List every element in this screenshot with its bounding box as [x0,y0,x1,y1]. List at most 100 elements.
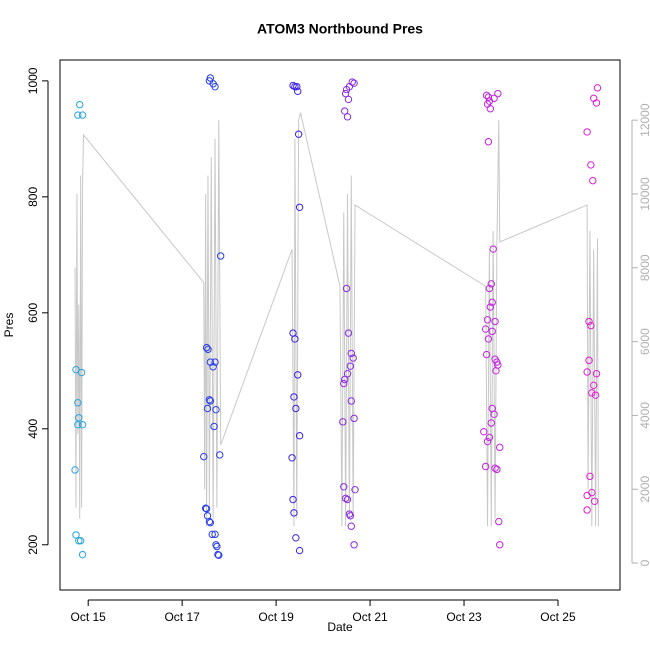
data-point [592,99,601,107]
data-point [76,537,85,545]
data-point [585,317,593,326]
data-point [583,368,591,376]
data-point [489,245,497,253]
data-point [587,161,595,169]
data-point [350,414,358,423]
data-point [343,370,352,378]
x-tick-label: Oct 23 [446,610,482,624]
data-point [495,517,503,526]
data-point [74,421,82,429]
x-axis-label: Date [327,620,353,634]
data-point [592,370,601,378]
data-point [588,389,596,397]
data-point [490,94,498,102]
y-tick-label: 200 [26,534,40,554]
data-point [340,107,349,115]
data-point [289,495,297,504]
data-point [203,404,212,413]
data-point [344,95,353,104]
data-point [343,113,352,121]
data-point [481,462,490,471]
data-point [294,130,303,138]
data-point [340,375,349,384]
data-point [483,437,492,446]
data-point [289,81,297,90]
data-point [295,546,304,555]
x-tick-label: Oct 19 [258,610,294,624]
data-point [74,399,82,407]
data-point [216,252,225,260]
data-point [341,494,350,503]
data-point [491,317,499,326]
data-point [494,89,502,98]
y-tick-label: 1000 [26,67,40,94]
data-point [484,93,493,101]
data-point [492,367,500,375]
plot-frame [59,59,621,591]
data-point [593,84,602,92]
data-point [583,128,591,136]
data-point [288,454,296,462]
data-point [482,350,491,359]
data-point [484,335,493,343]
y-tick-label: 400 [26,418,40,438]
data-point [483,316,492,324]
data-point [292,404,300,413]
data-point [205,517,214,526]
data-point [204,345,212,354]
data-point [213,542,221,551]
data-point [496,541,504,549]
y2-tick-label: 2000 [638,476,650,503]
data-point [211,358,219,366]
data-point [291,335,299,343]
data-point [202,343,211,352]
data-point [295,203,304,211]
y2-tick-label: 12000 [638,103,650,137]
data-point [76,100,84,109]
y-tick-label: 800 [26,187,40,207]
data-point [77,368,86,377]
data-point [200,452,208,461]
data-point [583,506,591,514]
data-point [211,82,219,91]
data-point [493,465,501,474]
data-point [490,410,498,418]
data-line [74,112,599,527]
data-point [488,298,496,307]
data-point [210,422,218,431]
data-point [591,391,600,399]
data-point [215,551,223,559]
data-point [487,419,495,427]
data-point [206,519,215,527]
data-point [209,363,217,371]
data-point [211,530,219,539]
data-point [343,495,352,504]
x-tick-label: Oct 25 [540,610,576,624]
data-point [75,537,83,545]
data-point [72,531,80,539]
data-point [294,87,302,96]
data-point [481,325,490,333]
data-point [78,550,87,559]
data-point [342,284,351,293]
data-point [202,505,211,513]
y-axis-label: Pres [2,313,16,338]
data-point [484,138,493,146]
data-point [344,329,353,337]
data-point [583,491,591,500]
data-point [339,418,347,426]
data-point [347,522,355,530]
data-point [586,472,594,481]
data-point [350,541,358,549]
data-point [589,381,598,390]
y-tick-label: 600 [26,302,40,322]
data-point [294,371,302,379]
data-point [491,464,499,472]
data-point [205,396,214,404]
data-point [295,432,304,440]
data-point [216,451,224,459]
data-point [341,89,350,98]
data-point [212,405,220,414]
data-point [206,397,215,405]
